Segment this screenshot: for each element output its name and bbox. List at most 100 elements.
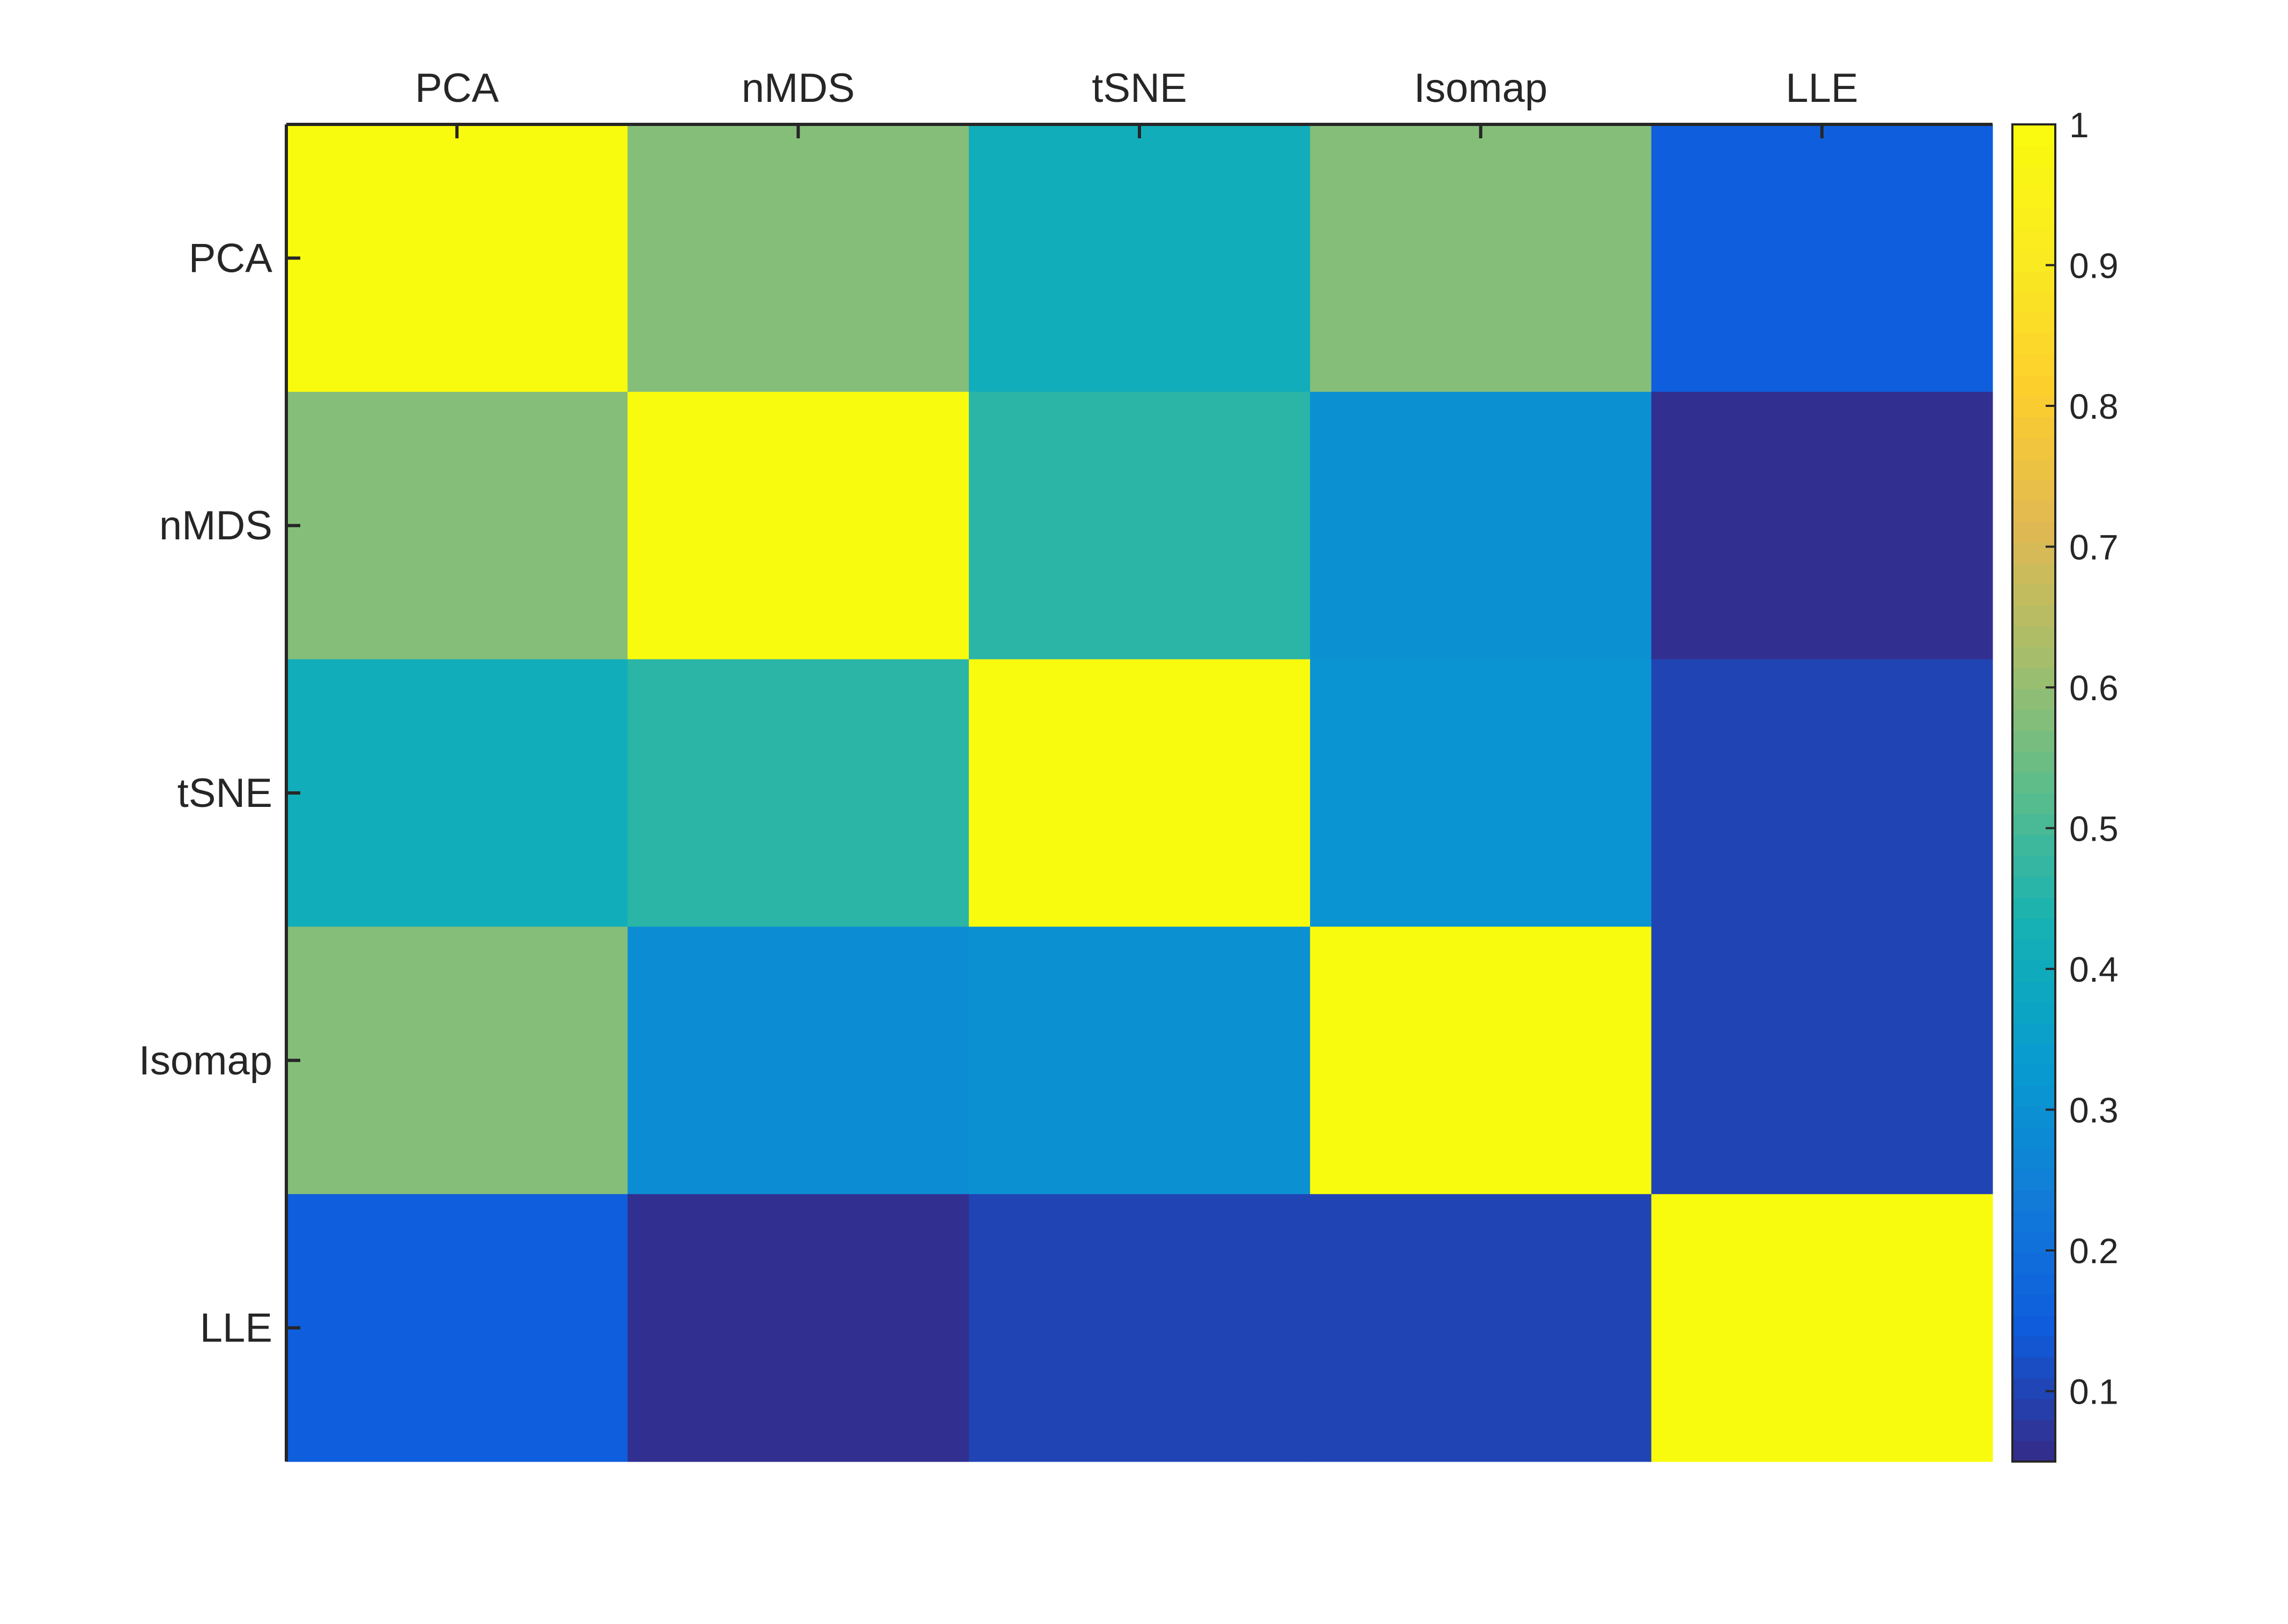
colorbar-band <box>2012 1190 2055 1212</box>
heatmap-cell <box>1651 926 1993 1195</box>
colorbar-band <box>2012 354 2055 376</box>
colorbar-tick-label: 0.8 <box>2069 387 2119 426</box>
heatmap-cell <box>286 124 628 392</box>
colorbar-band <box>2012 1085 2055 1107</box>
colorbar-band <box>2012 939 2055 961</box>
heatmap-cell <box>1310 659 1652 927</box>
heatmap-cell <box>286 926 628 1195</box>
colorbar-band <box>2012 1315 2055 1337</box>
colorbar-band <box>2012 500 2055 522</box>
colorbar-band <box>2012 291 2055 313</box>
colorbar-band <box>2012 584 2055 606</box>
x-tick-label: LLE <box>1786 65 1858 111</box>
colorbar-band <box>2012 730 2055 752</box>
colorbar-tick-label: 0.1 <box>2069 1372 2119 1412</box>
colorbar-band <box>2012 813 2055 835</box>
heatmap-cell <box>627 391 969 660</box>
colorbar-tick-label: 0.5 <box>2069 809 2119 849</box>
heatmap-cell <box>1651 659 1993 927</box>
heatmap-cell <box>1310 124 1652 392</box>
colorbar-tick-label: 0.2 <box>2069 1231 2119 1271</box>
colorbar-band <box>2012 458 2055 480</box>
x-tick-label: nMDS <box>742 65 855 111</box>
y-tick-labels: PCA nMDS tSNE Isomap LLE <box>139 235 273 1351</box>
colorbar-band <box>2012 1357 2055 1378</box>
heatmap-cell <box>286 391 628 660</box>
colorbar-band <box>2012 897 2055 919</box>
colorbar-band <box>2012 960 2055 982</box>
x-tick-label: tSNE <box>1092 65 1187 111</box>
heatmap-cell <box>286 659 628 927</box>
colorbar-frame <box>2011 123 2056 1463</box>
heatmap-cell <box>1651 391 1993 660</box>
heatmap-cell <box>1310 926 1652 1195</box>
colorbar-band <box>2012 981 2055 1003</box>
colorbar-ticks: 0.1 0.2 0.3 0.4 0.5 0.6 0.7 0.8 0.9 1 <box>2046 105 2119 1412</box>
heatmap-cell <box>627 124 969 392</box>
colorbar-band <box>2012 709 2055 731</box>
colorbar-tick-label: 0.9 <box>2069 246 2119 286</box>
heatmap-cell <box>1651 124 1993 392</box>
y-tick-label: Isomap <box>139 1038 272 1084</box>
colorbar-band <box>2012 668 2055 689</box>
colorbar-gradient <box>2012 124 2055 1462</box>
x-tick-label: Isomap <box>1414 65 1547 111</box>
heatmap-cell <box>627 659 969 927</box>
colorbar-band <box>2012 145 2055 167</box>
colorbar-tick-label: 0.3 <box>2069 1091 2119 1130</box>
colorbar-band <box>2012 918 2055 940</box>
colorbar-band <box>2012 521 2055 543</box>
heatmap-cell <box>1310 1194 1652 1462</box>
colorbar-band <box>2012 228 2055 250</box>
y-tick-label: PCA <box>189 235 273 281</box>
colorbar-tick-label: 0.7 <box>2069 528 2119 567</box>
colorbar-band <box>2012 249 2055 271</box>
colorbar-band <box>2012 1420 2055 1441</box>
colorbar-band <box>2012 542 2055 564</box>
colorbar-band <box>2012 1211 2055 1233</box>
heatmap-cell <box>1651 1194 1993 1462</box>
heatmap-cell <box>968 1194 1310 1462</box>
colorbar-band <box>2012 626 2055 648</box>
colorbar-band <box>2012 1336 2055 1358</box>
colorbar-tick-label: 1 <box>2069 105 2089 145</box>
x-tick-label: PCA <box>415 65 499 111</box>
colorbar-band <box>2012 207 2055 229</box>
colorbar-band <box>2012 333 2055 355</box>
heatmap-cell <box>627 1194 969 1462</box>
colorbar-band <box>2012 124 2055 146</box>
y-tick-label: nMDS <box>159 503 272 548</box>
colorbar-band <box>2012 1378 2055 1399</box>
colorbar-band <box>2012 1252 2055 1274</box>
colorbar-band <box>2012 166 2055 188</box>
colorbar-tick-label: 0.6 <box>2069 668 2119 708</box>
colorbar-band <box>2012 1127 2055 1149</box>
colorbar-band <box>2012 563 2055 585</box>
colorbar: 0.1 0.2 0.3 0.4 0.5 0.6 0.7 0.8 0.9 1 <box>2011 105 2119 1463</box>
heatmap-cell <box>286 1194 628 1462</box>
colorbar-band <box>2012 1169 2055 1191</box>
colorbar-band <box>2012 793 2055 814</box>
colorbar-band <box>2012 479 2055 501</box>
colorbar-band <box>2012 417 2055 439</box>
colorbar-band <box>2012 834 2055 856</box>
colorbar-band <box>2012 1022 2055 1044</box>
colorbar-band <box>2012 1064 2055 1086</box>
colorbar-band <box>2012 270 2055 292</box>
colorbar-band <box>2012 1294 2055 1316</box>
colorbar-band <box>2012 312 2055 334</box>
colorbar-tick-label: 0.4 <box>2069 950 2119 989</box>
heatmap-cell <box>1310 391 1652 660</box>
colorbar-band <box>2012 1441 2055 1462</box>
y-tick-label: LLE <box>200 1306 272 1351</box>
colorbar-band <box>2012 1043 2055 1065</box>
colorbar-band <box>2012 855 2055 877</box>
heatmap-cell <box>627 926 969 1195</box>
colorbar-band <box>2012 437 2055 459</box>
colorbar-band <box>2012 876 2055 898</box>
heatmap-axes <box>285 123 1993 1462</box>
y-tick-label: tSNE <box>177 770 272 816</box>
heatmap-cell <box>968 659 1310 927</box>
colorbar-band <box>2012 1399 2055 1420</box>
